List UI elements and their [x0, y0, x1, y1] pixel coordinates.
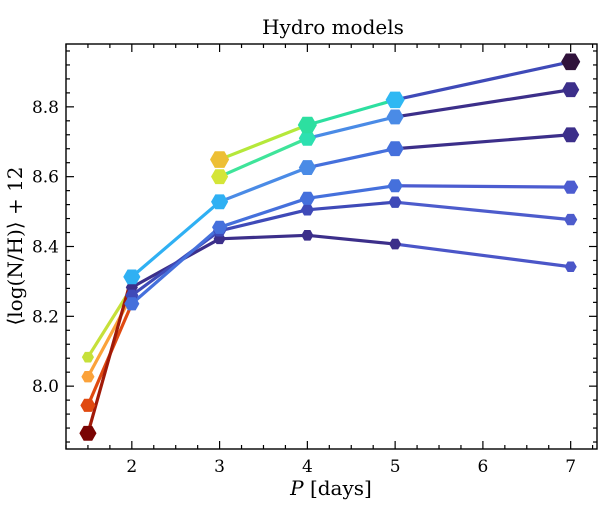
data-point-model-1	[301, 230, 314, 241]
series-segment-model-2	[305, 200, 397, 212]
data-point-model-4	[211, 194, 229, 210]
series-segment-model-2	[217, 208, 309, 233]
data-point-model-6	[210, 151, 230, 168]
data-point-model-6	[297, 116, 317, 134]
data-point-model-2	[300, 204, 314, 216]
data-point-model-4	[123, 269, 141, 285]
x-axis-label: P [days]	[289, 476, 372, 500]
x-tick-label: 7	[565, 457, 576, 477]
x-tick-label: 6	[477, 457, 488, 477]
series-segment-model-6	[393, 60, 573, 102]
data-point-model-4	[298, 160, 316, 176]
x-tick-label: 2	[126, 457, 137, 477]
series-segment-model-5	[217, 136, 309, 179]
data-point-model-6	[561, 53, 581, 71]
data-point-model-1	[389, 238, 402, 250]
chart-title: Hydro models	[262, 15, 404, 39]
x-tick-label: 4	[302, 457, 313, 477]
y-tick-label: 8.0	[32, 377, 59, 397]
data-point-model-3	[212, 220, 228, 234]
data-point-model-3	[563, 180, 579, 194]
y-tick-label: 8.4	[32, 238, 59, 258]
data-point-model-4	[386, 141, 404, 157]
data-point-model-3	[299, 191, 315, 205]
y-axis-label: ⟨log(N/H)⟩ + 12	[3, 166, 27, 325]
y-tick-label: 8.8	[32, 98, 59, 118]
axis-ticks: 2 3 4 5 6 7 8.0 8.2 8.4 8.6 8.8	[32, 44, 597, 477]
series-segment-model-2	[393, 200, 573, 222]
data-point-model-2	[81, 371, 95, 383]
series-segment-model-5	[305, 115, 397, 140]
data-point-model-3	[124, 297, 140, 311]
series-segment-model-3	[393, 184, 573, 189]
series-segment-model-3	[305, 184, 397, 200]
x-tick-label: 5	[390, 457, 401, 477]
series-segment-model-5	[393, 88, 573, 119]
data-point-model-2	[388, 196, 402, 208]
data-point-model-1	[564, 261, 577, 273]
y-tick-label: 8.2	[32, 307, 59, 327]
series-segment-model-6	[217, 123, 309, 162]
series-segment-model-1	[217, 233, 309, 241]
series-lines	[86, 60, 573, 435]
series-segment-model-1	[305, 233, 397, 246]
plot-frame	[65, 43, 598, 450]
data-point-model-2	[564, 213, 578, 226]
data-point-model-4	[79, 425, 97, 441]
series-markers	[79, 53, 581, 441]
data-point-model-3	[80, 398, 96, 412]
series-segment-model-4	[393, 133, 573, 151]
series-segment-model-1	[393, 242, 573, 269]
series-segment-model-2	[86, 293, 134, 379]
series-segment-model-4	[130, 200, 222, 279]
series-segment-model-3	[130, 225, 222, 306]
data-point-model-5	[386, 109, 404, 125]
data-point-model-3	[387, 179, 403, 193]
data-point-model-4	[562, 127, 580, 143]
data-point-model-5	[211, 169, 229, 185]
series-segment-model-4	[217, 165, 309, 204]
data-point-model-5	[562, 82, 580, 98]
series-segment-model-4	[305, 147, 397, 170]
data-point-model-6	[385, 91, 405, 109]
data-point-model-5	[298, 130, 316, 146]
series-segment-model-4	[86, 275, 134, 435]
x-tick-label: 3	[214, 457, 225, 477]
series-segment-model-3	[217, 196, 309, 229]
data-point-model-1	[81, 351, 95, 363]
series-segment-model-6	[305, 98, 397, 127]
y-tick-label: 8.6	[32, 168, 59, 188]
